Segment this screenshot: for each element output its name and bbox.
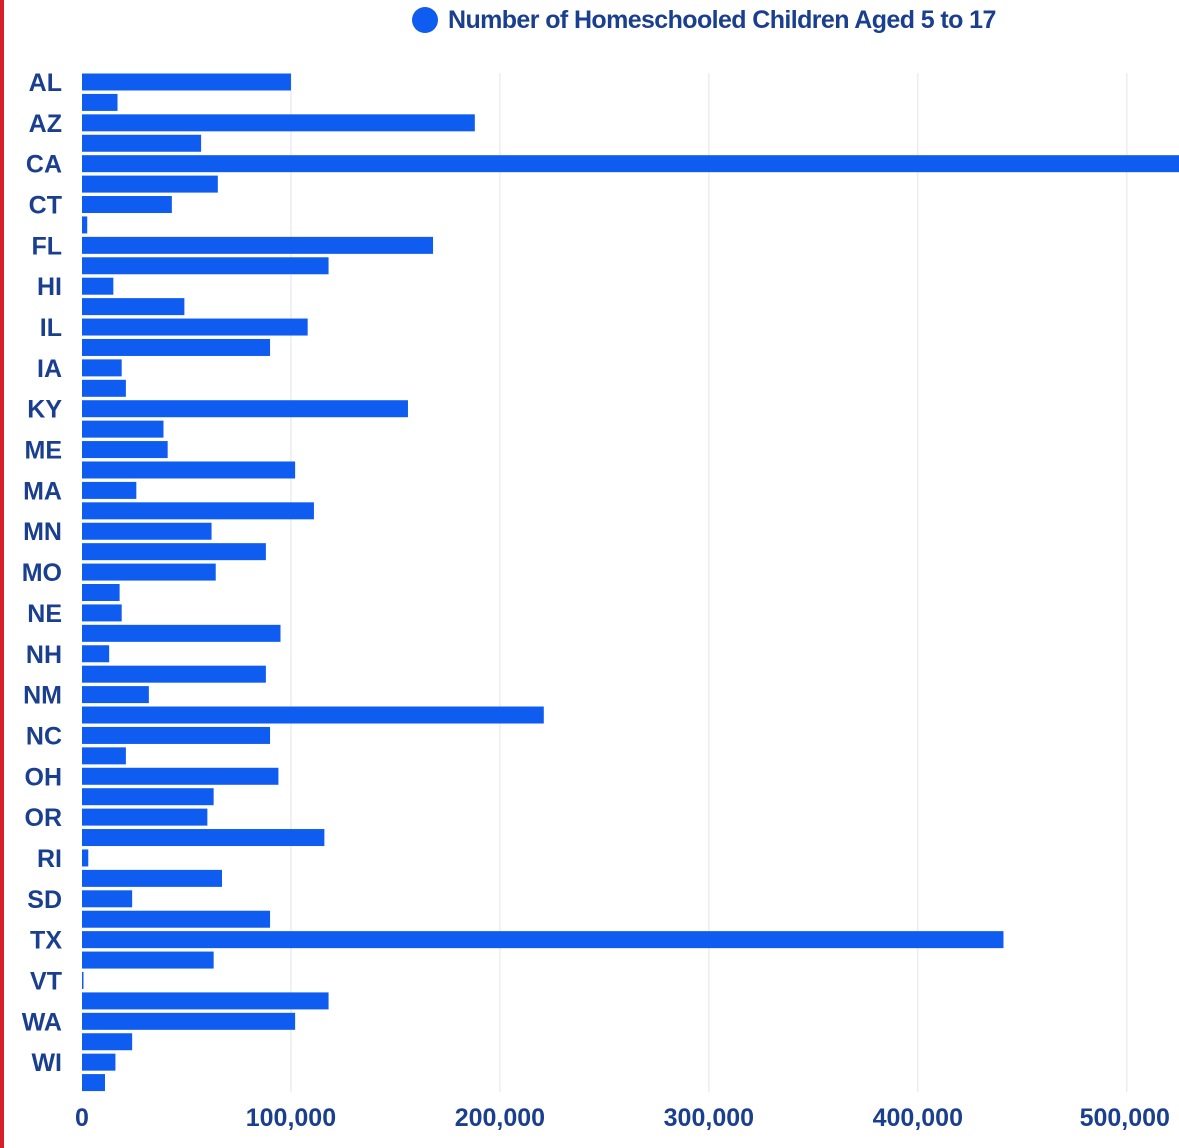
category-label: MO [22,559,62,587]
bar [82,481,137,499]
chart-legend: Number of Homeschooled Children Aged 5 t… [412,2,996,38]
bar [82,93,118,111]
bar [82,829,325,847]
category-labels: AL AZ CA CT FL HI IL IA KY ME MA MN MO NE NH NM NC OH OR RI… [22,69,63,1077]
category-label: VT [30,967,62,995]
x-tick-label: 200,000 [455,1104,545,1132]
category-label: ME [25,437,63,465]
bar [82,849,89,867]
category-label: NM [23,682,62,710]
bar [82,563,216,581]
bar [82,114,475,132]
bar [82,175,218,193]
bar [82,338,271,356]
category-label: CA [26,151,62,179]
bar [82,931,1004,949]
bar [82,134,202,152]
category-label: WI [31,1049,62,1077]
bar [82,502,314,520]
bar [82,1074,105,1092]
bar [82,1053,116,1071]
left-accent-bar [0,0,4,1148]
bar [82,318,308,336]
bar [82,461,296,479]
bar [82,379,126,397]
bar [82,216,88,234]
bar [82,73,291,91]
x-tick-label: 300,000 [664,1104,754,1132]
bar [82,400,408,418]
category-label: WA [22,1008,62,1036]
category-label: IA [37,355,62,383]
legend-dot-icon [412,7,438,33]
bar [82,277,114,295]
bar [82,298,185,316]
category-label: HI [37,273,62,301]
bar [82,624,281,642]
bar [82,645,110,663]
category-label: NC [26,722,62,750]
category-label: FL [31,232,62,260]
category-label: IL [40,314,62,342]
bar [82,257,329,275]
bar [82,196,172,214]
category-label: TX [30,927,62,955]
category-label: AZ [29,110,62,138]
category-label: NE [27,600,62,628]
bar [82,584,120,601]
x-tick-label: 500,000 [1080,1104,1170,1132]
category-label: OH [25,763,63,791]
category-label: OR [25,804,63,832]
legend-label: Number of Homeschooled Children Aged 5 t… [448,5,996,34]
bar [82,1033,133,1051]
bar [82,890,133,908]
bar [82,910,271,928]
bar [82,1012,296,1030]
bar [82,543,266,561]
bar [82,808,208,826]
x-tick-label: 0 [75,1104,89,1132]
bar [82,971,84,989]
category-label: MN [23,518,62,546]
bar [82,992,329,1010]
category-label: MA [23,477,62,505]
bar [82,706,544,724]
x-tick-label: 400,000 [873,1104,963,1132]
category-label: SD [27,886,62,914]
category-label: KY [27,396,62,424]
bar [82,726,271,744]
category-label: NH [26,641,62,669]
category-label: AL [29,69,62,97]
bar [82,155,1179,173]
bar [82,665,266,683]
bar [82,236,434,254]
bar [82,522,212,540]
bar [82,869,222,887]
bar [82,604,122,622]
category-label: CT [29,192,62,220]
bar [82,359,122,377]
bar [82,686,149,704]
bar [82,788,214,806]
bar [82,420,164,438]
bar [82,767,279,785]
bars [82,73,1179,1092]
bar [82,747,126,765]
x-tick-label: 100,000 [246,1104,336,1132]
category-label: RI [37,845,62,873]
bar [82,951,214,969]
x-tick-labels: 0 100,000 200,000 300,000 400,000 500,000 [75,1104,1170,1132]
bar [82,441,168,459]
